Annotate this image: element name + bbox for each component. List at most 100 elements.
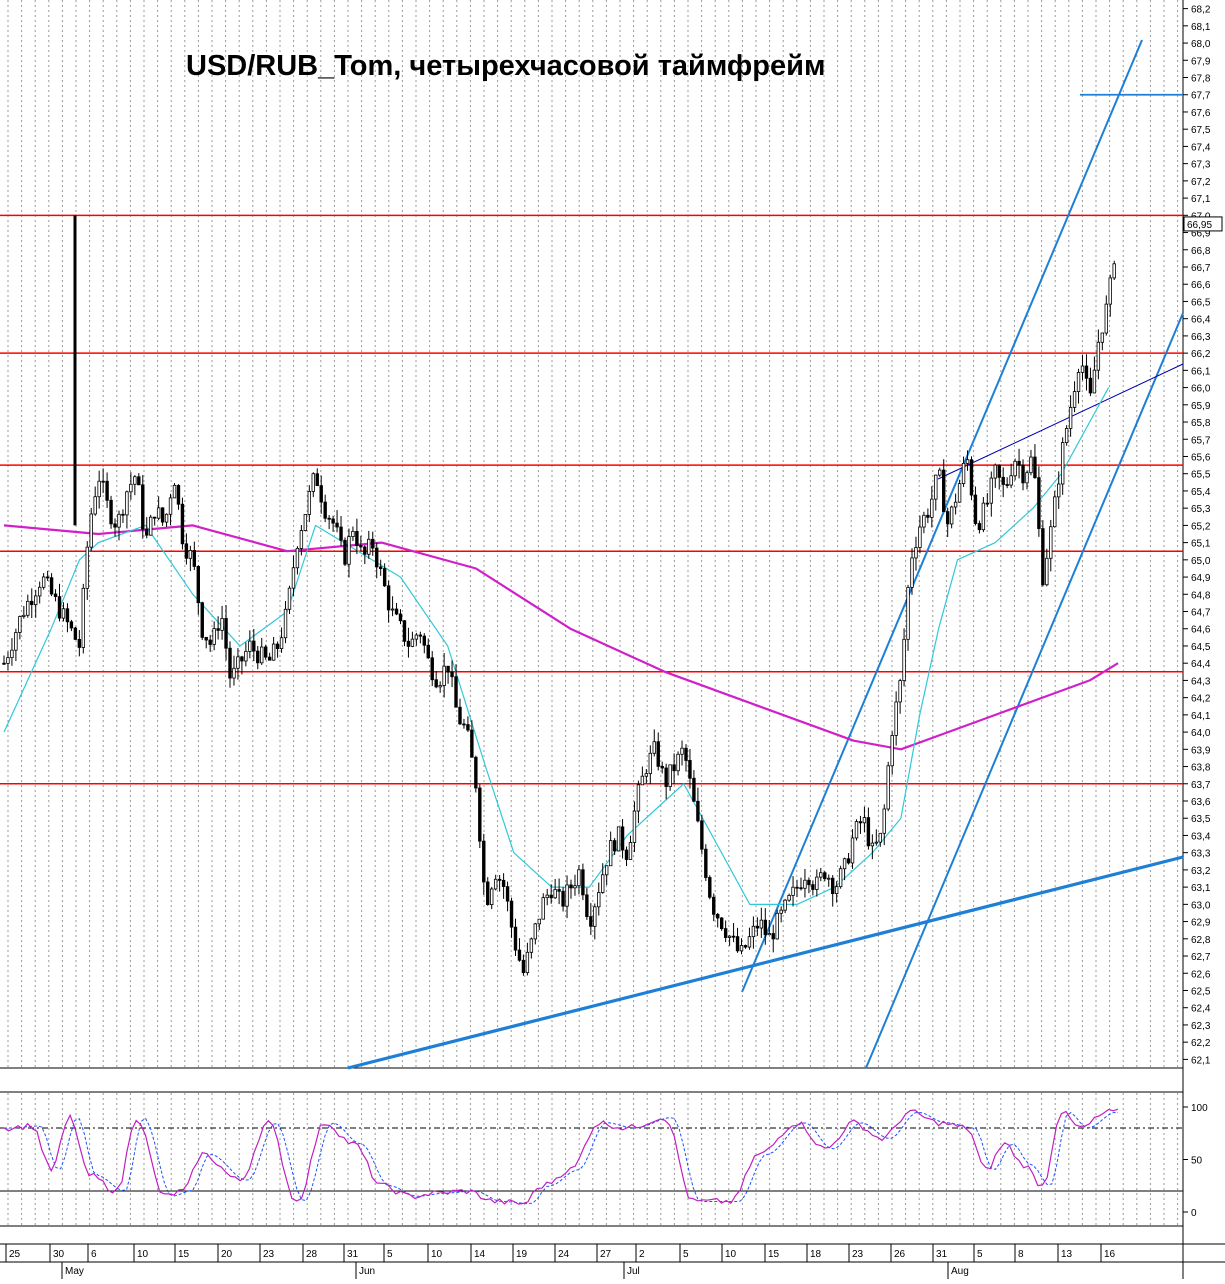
price-tick-label: 63,7 <box>1191 780 1211 791</box>
candle-body <box>601 874 605 893</box>
price-tick-label: 65,6 <box>1191 452 1211 463</box>
candle-body <box>652 741 656 754</box>
candle-body <box>248 640 252 652</box>
candle-body <box>930 498 934 518</box>
candle-body <box>1092 369 1097 394</box>
candle-body <box>787 894 791 901</box>
candle-body <box>624 849 629 860</box>
price-tick-label: 63,2 <box>1191 866 1211 877</box>
date-label: 15 <box>178 1249 190 1260</box>
candle-body <box>755 925 760 929</box>
price-tick-label: 66,7 <box>1191 263 1211 274</box>
candle-body <box>616 826 621 852</box>
candle-body <box>644 773 649 777</box>
candle-body <box>656 741 660 767</box>
price-tick-label: 64,7 <box>1191 608 1211 619</box>
candle-body <box>850 837 855 864</box>
candle-body <box>236 656 240 669</box>
candle-body <box>608 840 613 867</box>
candle-body <box>141 484 145 530</box>
candle-body <box>363 546 367 555</box>
candle-body <box>545 894 549 899</box>
date-label: 15 <box>768 1249 780 1260</box>
month-label: Aug <box>951 1266 969 1277</box>
candle-body <box>149 516 153 536</box>
candle-body <box>1053 496 1057 528</box>
candle-body <box>795 886 799 889</box>
candle-body <box>854 821 859 839</box>
price-tick-label: 66,1 <box>1191 366 1211 377</box>
candle-body <box>252 640 256 652</box>
candle-body <box>6 657 10 664</box>
price-tick-label: 63,0 <box>1191 900 1211 911</box>
resistance-trendline <box>937 363 1184 480</box>
price-tick-label: 62,5 <box>1191 986 1211 997</box>
candle-body <box>811 884 815 890</box>
candle-body <box>271 643 276 661</box>
candle-body <box>53 593 58 597</box>
date-label: 5 <box>977 1249 983 1260</box>
candle-body <box>1029 456 1033 474</box>
price-tick-label: 65,2 <box>1191 521 1211 532</box>
candle-body <box>569 884 573 889</box>
last-price-label: 66,95 <box>1187 220 1212 231</box>
candle-body <box>93 496 97 515</box>
candle-body <box>846 858 851 864</box>
candle-body <box>172 484 177 499</box>
candle-body <box>1072 391 1077 408</box>
candle-body <box>339 526 343 541</box>
price-tick-label: 66,8 <box>1191 246 1211 257</box>
candle-body <box>390 608 395 611</box>
candle-body <box>953 501 958 508</box>
price-tick-label: 67,3 <box>1191 160 1211 171</box>
candle-body <box>819 872 823 878</box>
candle-body <box>993 464 997 479</box>
price-tick-label: 64,4 <box>1191 659 1211 670</box>
candle-body <box>275 643 280 650</box>
candle-body <box>648 752 653 774</box>
candle-body <box>906 587 910 640</box>
candle-body <box>355 530 359 546</box>
price-tick-label: 62,2 <box>1191 1038 1211 1049</box>
price-tick-label: 66,2 <box>1191 349 1211 360</box>
candle-body <box>862 817 867 824</box>
candle-body <box>842 858 847 870</box>
price-tick-label: 68,0 <box>1191 39 1211 50</box>
candle-body <box>767 933 771 936</box>
date-label: 27 <box>600 1249 612 1260</box>
candle-body <box>918 526 922 548</box>
candle-body <box>311 473 315 492</box>
candle-body <box>299 530 304 549</box>
candle-body <box>708 877 712 898</box>
candle-body <box>965 459 970 464</box>
candle-body <box>184 543 189 559</box>
candle-body <box>37 586 42 597</box>
channel-lower-line <box>865 312 1184 1069</box>
moving-average-fast <box>3 387 1110 905</box>
candle-body <box>1045 557 1049 586</box>
candle-body <box>347 536 351 565</box>
price-tick-label: 66,4 <box>1191 315 1211 326</box>
date-label: 10 <box>431 1249 443 1260</box>
candle-body <box>938 469 942 476</box>
price-tick-label: 67,4 <box>1191 142 1211 153</box>
price-tick-label: 65,1 <box>1191 539 1211 550</box>
candle-body <box>549 894 553 899</box>
candle-body <box>1013 460 1017 477</box>
candle-body <box>684 747 688 761</box>
candle-body <box>934 474 938 500</box>
candle-body <box>490 888 494 905</box>
candle-body <box>961 462 966 485</box>
candle-body <box>22 614 26 617</box>
date-label: 18 <box>810 1249 822 1260</box>
candle-body <box>1009 475 1013 486</box>
candle-body <box>212 628 216 645</box>
candle-body <box>470 729 474 758</box>
candle-body <box>45 576 50 579</box>
candle-body <box>910 557 914 588</box>
candle-body <box>997 464 1001 478</box>
candle-body <box>462 723 466 726</box>
price-tick-label: 67,9 <box>1191 56 1211 67</box>
candle-body <box>660 765 664 769</box>
